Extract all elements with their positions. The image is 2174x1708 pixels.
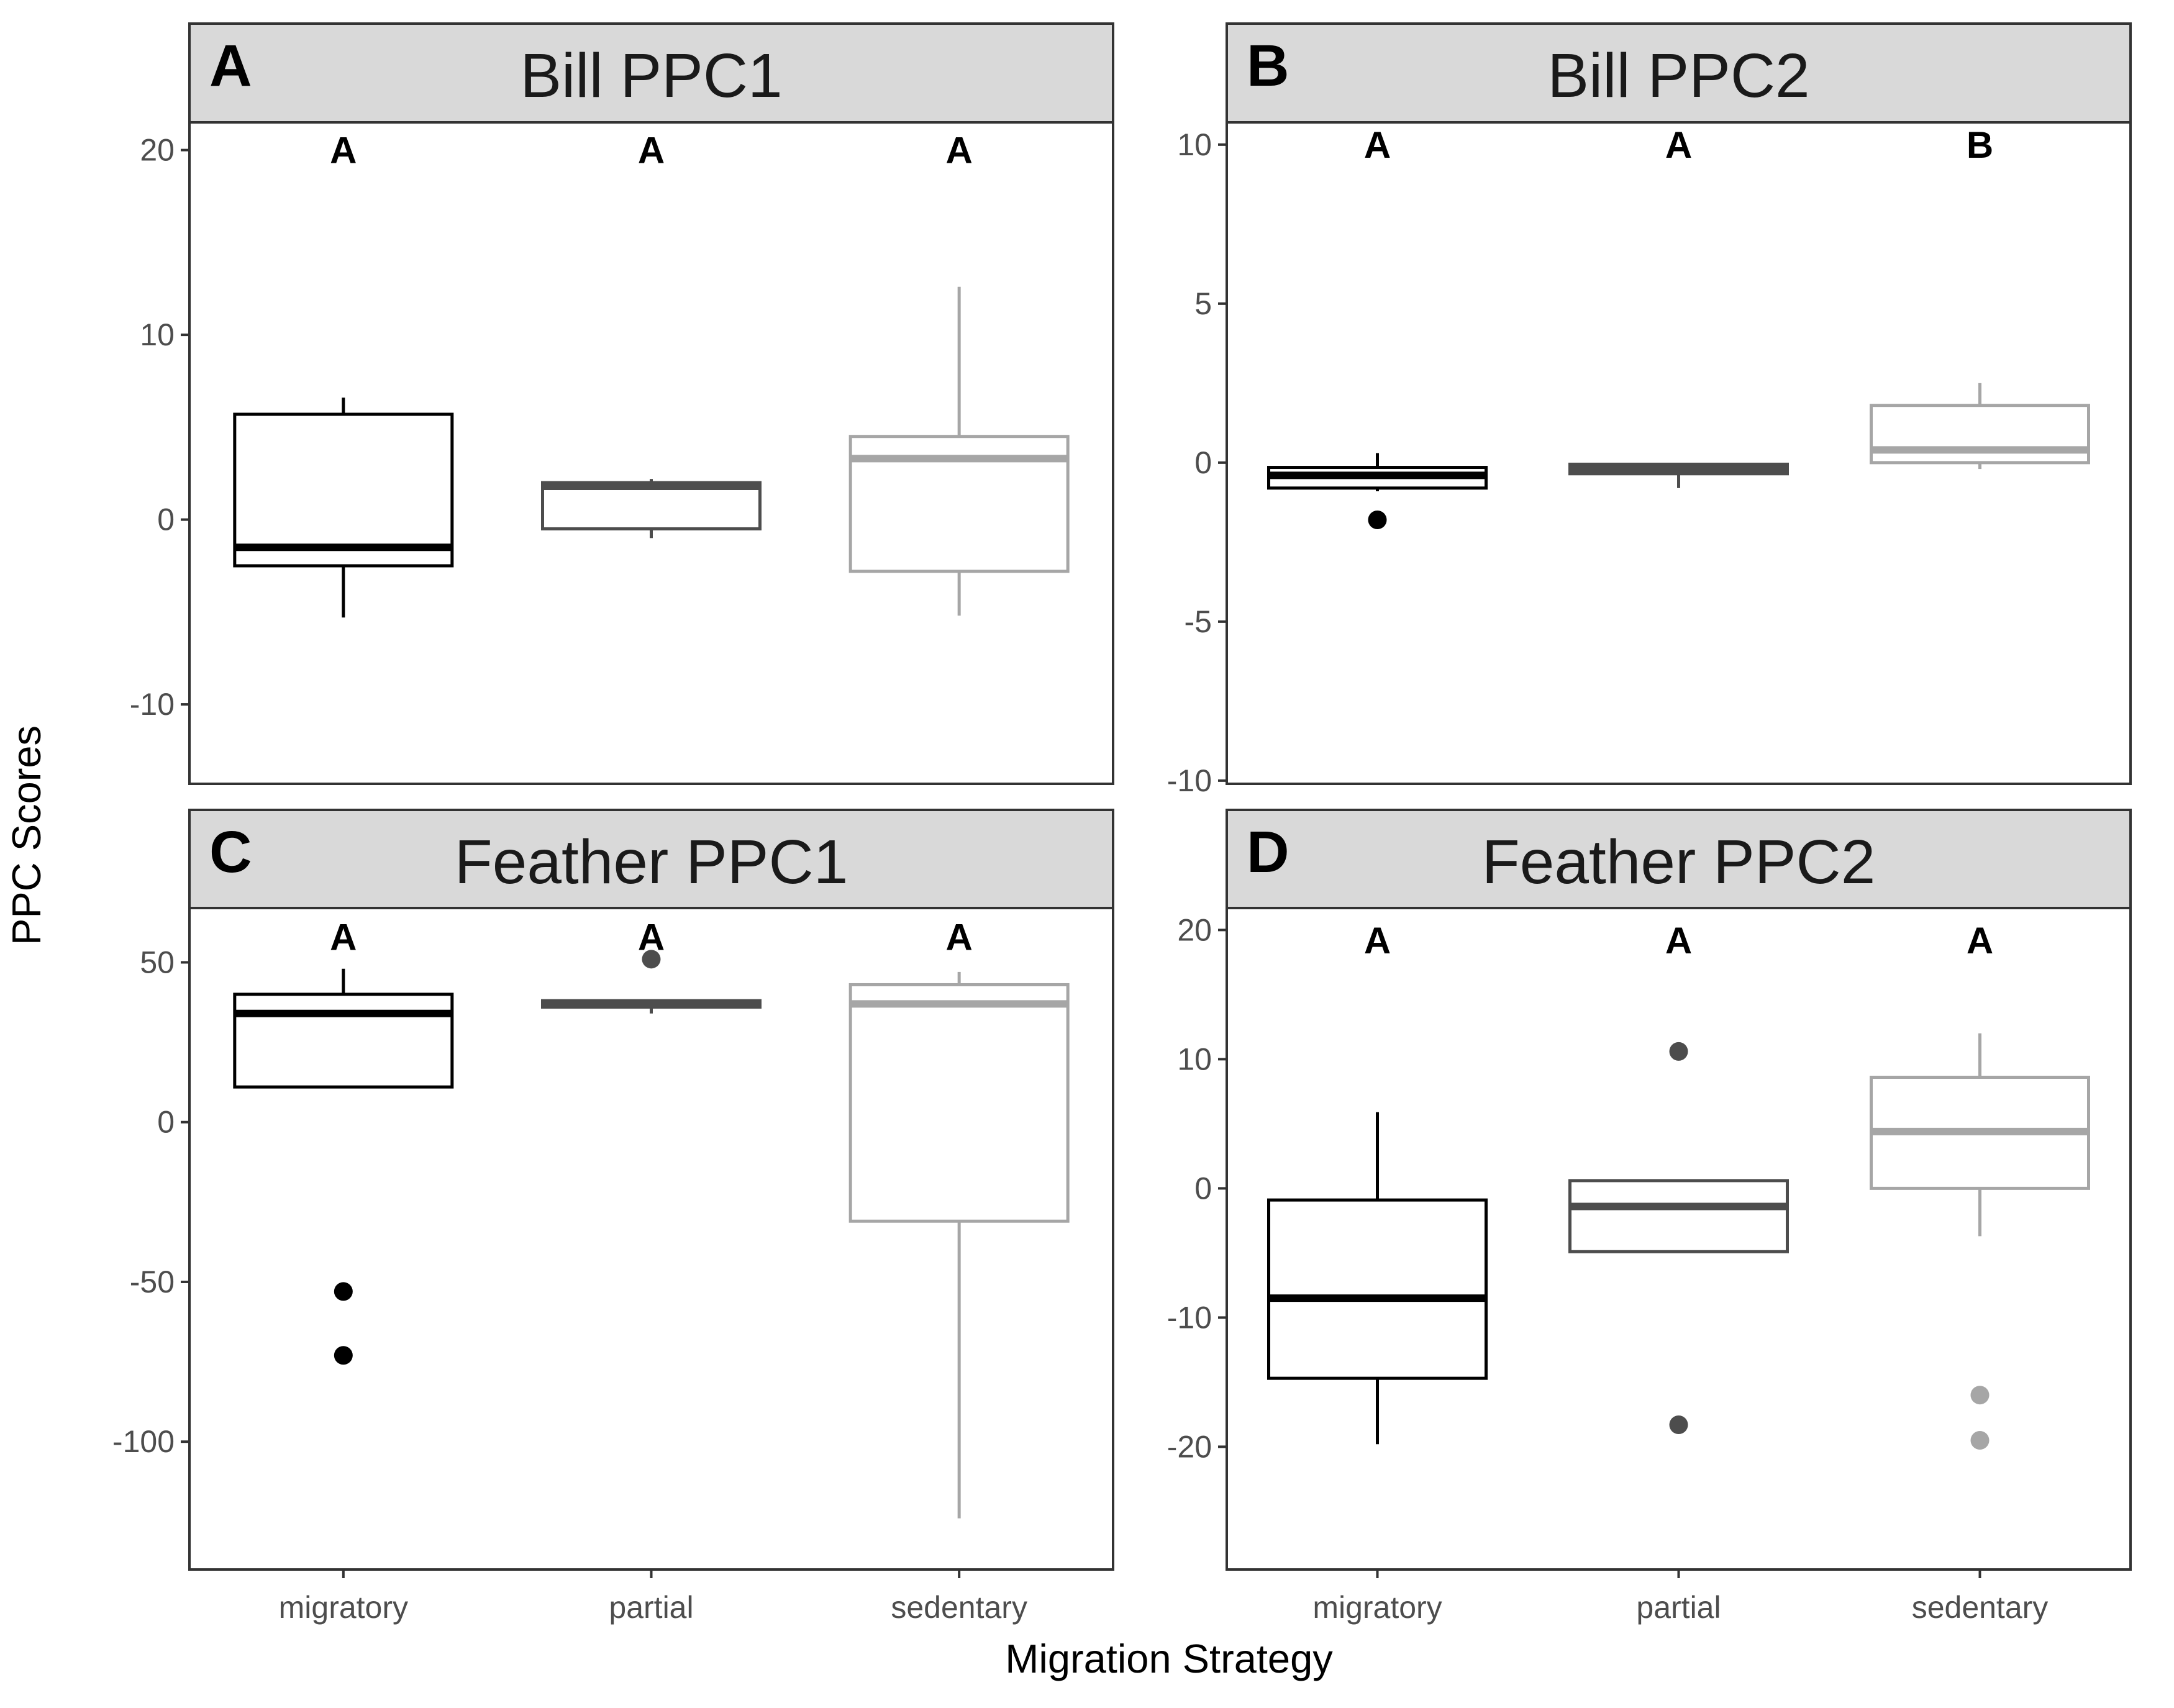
significance-letter: A — [330, 916, 357, 958]
y-tick-label: -10 — [130, 687, 175, 722]
panel-c: Feather PPC1 C -100 -50 0 50 migratory partial s… — [112, 809, 1114, 1625]
panel-tag: D — [1247, 819, 1289, 885]
box-sedentary — [1870, 383, 2090, 470]
strip-title: Feather PPC2 — [1482, 827, 1876, 897]
y-tick-label: 0 — [1194, 1171, 1212, 1206]
box-migratory — [1267, 1112, 1488, 1445]
panel-d: Feather PPC2 D -20 -10 0 10 20 migratory partial… — [1167, 809, 2132, 1625]
y-tick-label: 10 — [140, 317, 175, 352]
outlier-point — [1669, 1042, 1688, 1061]
y-tick-label: 20 — [1177, 912, 1212, 947]
box-iqr — [541, 481, 762, 530]
y-tick-label: 20 — [140, 133, 175, 168]
y-axis-title: PPC Scores — [4, 725, 49, 945]
significance-letter: A — [1967, 920, 1993, 961]
outlier-point — [642, 950, 661, 969]
y-tick-label: -10 — [1167, 1300, 1212, 1335]
y-tick-label: -5 — [1185, 604, 1212, 639]
panel-a: Bill PPC1 A -10 0 10 20 A A A — [130, 22, 1114, 785]
box-iqr — [1568, 1179, 1789, 1253]
box-migratory — [1267, 453, 1488, 530]
outlier-point — [1970, 1386, 1990, 1405]
box-partial — [1568, 462, 1789, 488]
significance-letter: A — [1364, 920, 1391, 961]
y-tick-label: -50 — [130, 1265, 175, 1299]
box-iqr — [233, 993, 454, 1089]
panel-tag: C — [209, 819, 252, 885]
box-migratory — [233, 968, 454, 1365]
box-sedentary — [1870, 1033, 2090, 1450]
box-partial — [541, 479, 762, 538]
box-iqr — [1870, 404, 2090, 465]
significance-letter: A — [330, 130, 357, 171]
y-tick-label: -10 — [1167, 763, 1212, 798]
y-tick-label: 10 — [1177, 127, 1212, 162]
box-sedentary — [848, 971, 1070, 1519]
x-tick-label: sedentary — [891, 1590, 1027, 1625]
y-tick-label: -20 — [1167, 1429, 1212, 1464]
x-tick-label: migratory — [279, 1590, 408, 1625]
y-tick-label: 50 — [140, 945, 175, 979]
y-tick-label: -100 — [112, 1424, 175, 1459]
box-partial — [1568, 1042, 1789, 1435]
strip-title: Bill PPC1 — [520, 41, 782, 111]
panel-tag: B — [1247, 33, 1289, 99]
significance-letter: A — [1364, 124, 1391, 166]
panel-b: Bill PPC2 B -10 -5 0 5 10 A A B — [1167, 22, 2132, 798]
box-iqr — [848, 983, 1070, 1223]
box-iqr — [233, 412, 454, 568]
strip-title: Feather PPC1 — [455, 827, 848, 897]
y-tick-label: 0 — [157, 1105, 175, 1140]
x-tick-label: partial — [1636, 1590, 1721, 1625]
significance-letter: A — [1665, 920, 1692, 961]
y-tick-label: 0 — [157, 502, 175, 537]
significance-letter: A — [945, 130, 972, 171]
x-tick-label: sedentary — [1912, 1590, 2049, 1625]
outlier-point — [1368, 511, 1387, 530]
y-tick-label: 10 — [1177, 1042, 1212, 1076]
box-iqr — [1267, 1198, 1488, 1380]
y-tick-label: 0 — [1194, 445, 1212, 480]
box-sedentary — [848, 286, 1070, 616]
strip-background — [1226, 809, 2132, 909]
x-tick-label: migratory — [1312, 1590, 1442, 1625]
outlier-point — [1669, 1415, 1688, 1435]
x-tick-label: partial — [609, 1590, 693, 1625]
strip-title: Bill PPC2 — [1547, 41, 1809, 111]
strip-background — [188, 809, 1114, 909]
significance-letter: B — [1967, 124, 1993, 166]
outlier-point — [1970, 1430, 1990, 1450]
significance-letter: A — [1665, 124, 1692, 166]
panel-tag: A — [209, 33, 252, 99]
box-migratory — [233, 397, 454, 618]
outlier-point — [334, 1282, 353, 1301]
strip-background — [188, 22, 1114, 124]
x-axis-title: Migration Strategy — [1005, 1636, 1333, 1681]
significance-letter: A — [945, 916, 972, 958]
y-tick-label: 5 — [1194, 286, 1212, 321]
significance-letter: A — [638, 130, 665, 171]
outlier-point — [334, 1346, 353, 1365]
box-partial — [541, 950, 762, 1014]
